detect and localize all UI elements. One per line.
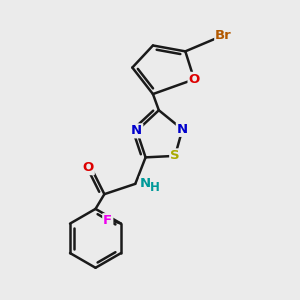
Text: N: N <box>131 124 142 137</box>
Text: O: O <box>82 161 94 174</box>
Text: O: O <box>188 73 200 86</box>
Text: H: H <box>149 181 159 194</box>
Text: S: S <box>170 149 180 162</box>
Text: Br: Br <box>215 29 232 42</box>
Text: N: N <box>177 123 188 136</box>
Text: N: N <box>140 177 151 190</box>
Text: F: F <box>103 214 112 227</box>
